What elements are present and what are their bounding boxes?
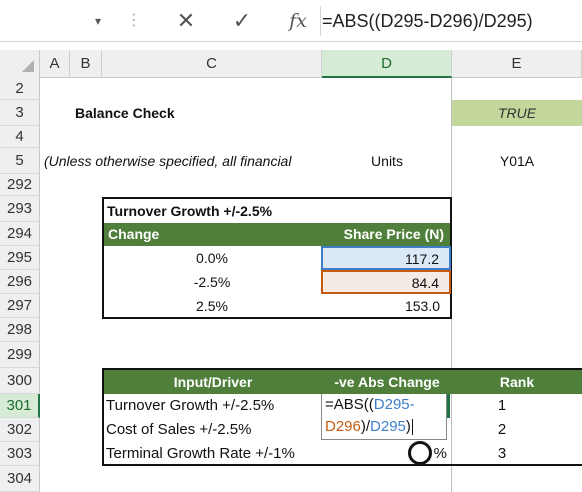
row-header[interactable]: 296 xyxy=(0,270,40,294)
edit-fn-text: =ABS(( xyxy=(325,396,374,413)
change-value[interactable]: 0.0% xyxy=(196,250,228,266)
more-options-icon: ⋮ xyxy=(126,12,142,29)
formula-bar xyxy=(0,0,582,42)
row-header-active[interactable]: 301 xyxy=(0,394,40,418)
table-title: Turnover Growth +/-2.5% xyxy=(107,203,273,219)
rank-value[interactable]: 1 xyxy=(497,397,507,414)
share-price-value[interactable]: 84.4 xyxy=(321,270,451,294)
change-value[interactable]: -2.5% xyxy=(193,274,231,290)
edit-line-1: =ABS((D295- xyxy=(325,394,446,416)
column-header-b[interactable]: B xyxy=(70,50,102,78)
column-header-c[interactable]: C xyxy=(102,50,322,78)
rank-value[interactable]: 3 xyxy=(497,445,507,462)
table-header-rank: Rank xyxy=(452,370,582,394)
row-header[interactable]: 304 xyxy=(0,466,40,492)
column-header-e[interactable]: E xyxy=(452,50,582,78)
row-header[interactable]: 298 xyxy=(0,318,40,342)
y01a-label: Y01A xyxy=(499,153,535,169)
share-price-value[interactable]: 117.2 xyxy=(321,246,451,270)
header-text: Change xyxy=(108,226,160,242)
table-header-input-driver: Input/Driver xyxy=(104,370,322,394)
insert-function-button[interactable]: fx xyxy=(289,10,307,32)
row-header[interactable]: 294 xyxy=(0,222,40,246)
row-header[interactable]: 300 xyxy=(0,368,40,394)
row-header[interactable]: 299 xyxy=(0,342,40,368)
header-text: Share Price (N) xyxy=(343,226,444,242)
table-header-share-price: Share Price (N) xyxy=(322,223,450,246)
formula-input[interactable]: =ABS((D295-D296)/D295) xyxy=(322,11,533,31)
driver-label: Cost of Sales +/-2.5% xyxy=(106,421,252,438)
driver-label: Turnover Growth +/-2.5% xyxy=(106,397,275,414)
edit-ref-d295: D295- xyxy=(373,396,415,413)
column-header-d[interactable]: D xyxy=(322,50,452,78)
edit-ref-d295: D295 xyxy=(370,418,406,435)
sensitivity-rank-table xyxy=(102,368,582,466)
column-header-a[interactable]: A xyxy=(40,50,70,78)
note-text: (Unless otherwise specified, all financi… xyxy=(44,153,292,169)
table-header-change: Change xyxy=(104,223,322,246)
enter-button[interactable]: ✓ xyxy=(232,8,252,33)
driver-label: Terminal Growth Rate +/-1% xyxy=(106,445,295,462)
percent-value[interactable]: % xyxy=(433,445,447,462)
header-text: Rank xyxy=(499,374,535,390)
row-header[interactable]: 292 xyxy=(0,174,40,196)
text-cursor xyxy=(411,419,413,436)
turnover-growth-table xyxy=(102,197,452,319)
cell-edit-box[interactable]: =ABS((D295- D296)/D295) xyxy=(321,394,447,440)
row-header[interactable]: 295 xyxy=(0,246,40,270)
units-label: Units xyxy=(371,153,403,169)
row-header[interactable]: 4 xyxy=(0,126,40,148)
header-text: -ve Abs Change xyxy=(334,374,440,390)
edit-op-text: )/ xyxy=(360,418,371,435)
share-price-value[interactable]: 153.0 xyxy=(404,298,440,314)
header-text: Input/Driver xyxy=(173,374,253,390)
row-header[interactable]: 303 xyxy=(0,442,40,466)
row-header[interactable]: 5 xyxy=(0,148,40,174)
formula-bar-divider xyxy=(320,6,321,36)
change-value[interactable]: 2.5% xyxy=(196,298,228,314)
select-all-triangle-icon xyxy=(22,60,34,72)
column-header-row xyxy=(0,50,582,78)
chevron-down-icon[interactable]: ▾ xyxy=(94,14,102,28)
row-header[interactable]: 2 xyxy=(0,78,40,100)
row-header[interactable]: 293 xyxy=(0,196,40,222)
table-header-abs-change: -ve Abs Change xyxy=(322,370,452,394)
cancel-button[interactable]: ✕ xyxy=(176,8,196,33)
balance-check-value[interactable]: TRUE xyxy=(452,100,582,126)
select-all-corner[interactable] xyxy=(0,50,40,78)
row-header[interactable]: 297 xyxy=(0,294,40,318)
edit-line-2: D296)/D295) xyxy=(325,416,446,438)
balance-check-label: Balance Check xyxy=(75,105,175,121)
cursor-circle-icon xyxy=(408,441,432,465)
row-header[interactable]: 302 xyxy=(0,418,40,442)
edit-close-paren: ) xyxy=(405,418,411,435)
edit-ref-d296: D296 xyxy=(325,418,361,435)
rank-value[interactable]: 2 xyxy=(497,421,507,438)
row-header[interactable]: 3 xyxy=(0,100,40,126)
toolbar-gap xyxy=(0,42,582,50)
active-cell-edge xyxy=(447,394,450,418)
